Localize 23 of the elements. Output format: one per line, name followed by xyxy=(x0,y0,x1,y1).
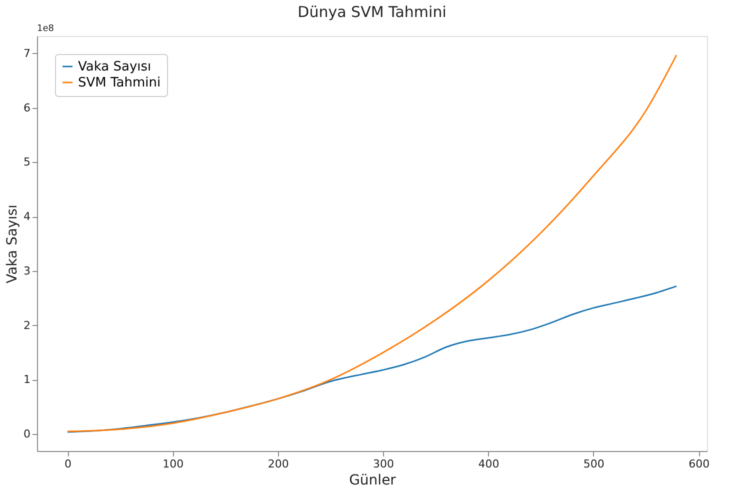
y-tick-label: 4 xyxy=(24,210,30,224)
y-tick-label: 7 xyxy=(24,46,30,60)
y-tick-label: 0 xyxy=(24,428,30,441)
x-tick-label: 400 xyxy=(478,458,500,470)
x-tick-label: 200 xyxy=(268,458,289,470)
y-tick-label: 2 xyxy=(24,318,30,332)
y-tick-label: 6 xyxy=(24,101,30,114)
x-axis-title: Günler xyxy=(349,472,396,488)
legend-label: Vaka Sayısı xyxy=(78,60,152,74)
x-tick-label: 300 xyxy=(373,458,394,470)
x-tick-label: 600 xyxy=(688,458,710,470)
x-tick-label: 0 xyxy=(64,458,72,470)
chart-title: Dünya SVM Tahmini xyxy=(298,3,446,21)
y-tick-label: 3 xyxy=(24,264,30,278)
x-tick-label: 500 xyxy=(583,458,604,470)
y-tick-label: 1 xyxy=(24,373,30,386)
y-tick-label: 5 xyxy=(24,156,30,169)
y-axis-title: Vaka Sayısı xyxy=(4,204,20,284)
text: 1e8 xyxy=(37,24,54,34)
x-tick-label: 100 xyxy=(162,458,184,470)
line-series xyxy=(66,285,678,433)
legend-label: SVM Tahmini xyxy=(78,76,161,90)
line-series xyxy=(66,54,678,432)
